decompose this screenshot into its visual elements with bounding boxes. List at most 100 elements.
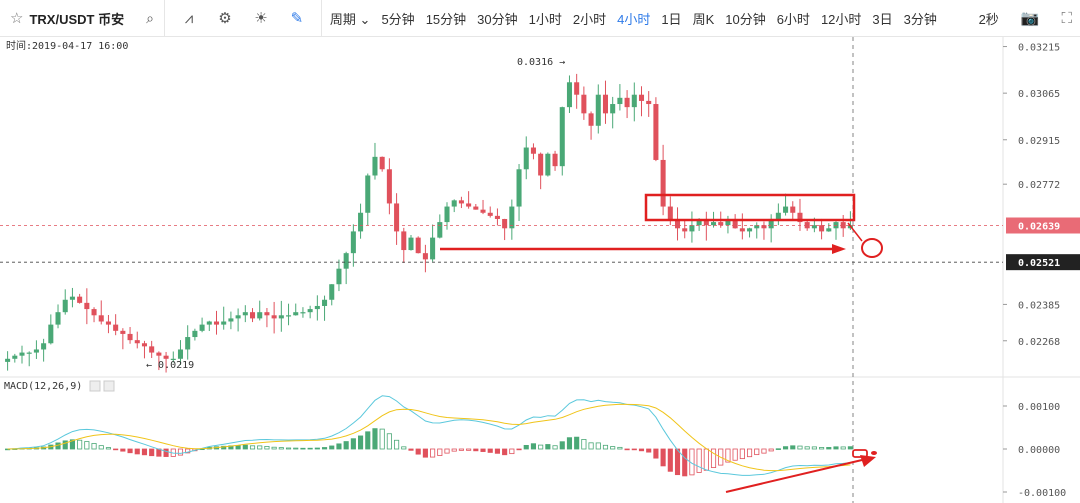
- candle-body: [120, 330, 126, 334]
- candle-body: [646, 100, 652, 105]
- period-4h[interactable]: 4小时: [617, 11, 651, 27]
- candle-body: [530, 147, 536, 154]
- macd-histogram-bar: [703, 448, 709, 471]
- candle-body: [199, 324, 205, 331]
- candle-body: [819, 225, 825, 232]
- camera-icon[interactable]: 📷: [1020, 10, 1040, 27]
- draw-pen-icon[interactable]: ✎: [290, 10, 304, 27]
- candle-body: [372, 156, 378, 176]
- candle-body: [602, 94, 609, 114]
- period-12h[interactable]: 12小时: [820, 11, 862, 27]
- chart-toolbar: ☆ TRX/USDT 币安 ⌕ ⩘ ⚙ ☀ ✎ 周期 ⌄ 5分钟 15分钟 30…: [0, 0, 1080, 37]
- period-6h[interactable]: 6小时: [776, 11, 810, 27]
- macd-histogram-bar: [300, 447, 306, 450]
- period-3m[interactable]: 3分钟: [903, 11, 937, 27]
- candle-body: [768, 218, 774, 229]
- macd-histogram-bar: [566, 437, 573, 450]
- fullscreen-icon[interactable]: ⛶: [1061, 9, 1072, 27]
- macd-histogram-bar: [358, 435, 364, 450]
- macd-histogram-bar: [797, 445, 803, 450]
- candle-body: [401, 231, 407, 251]
- macd-histogram-bar: [487, 448, 493, 453]
- symbol-section: ☆ TRX/USDT 币安 ⌕: [0, 0, 165, 36]
- period-2h[interactable]: 2小时: [572, 11, 607, 27]
- macd-histogram-bar: [379, 428, 385, 450]
- candle-body: [538, 153, 544, 176]
- price-chart[interactable]: 0.03215 0.03065 0.02915 0.02772 0.02385 0.022…: [0, 37, 1080, 503]
- macd-histogram-bar: [509, 448, 515, 455]
- macd-histogram-bar: [235, 445, 241, 450]
- candle-body: [358, 212, 364, 232]
- macd-histogram-bar: [163, 448, 169, 457]
- macd-histogram-bar: [761, 448, 767, 454]
- candle-body: [566, 82, 572, 108]
- candle-body: [545, 153, 551, 176]
- support-arrow-head: [832, 244, 846, 254]
- candle-body: [19, 352, 25, 356]
- macd-histogram-bar: [581, 439, 587, 450]
- period-30m[interactable]: 30分钟: [477, 11, 518, 27]
- macd-tick-label: -0.00100: [1018, 488, 1066, 499]
- candle-body: [653, 104, 659, 160]
- candle-body: [228, 318, 234, 322]
- macd-trend-arrow-head: [860, 455, 876, 467]
- macd-histogram-bar: [149, 448, 155, 457]
- macd-histogram-bar: [775, 448, 781, 450]
- period-week[interactable]: 周K: [692, 11, 715, 27]
- macd-histogram-bar: [710, 448, 717, 468]
- candle-body: [156, 352, 162, 356]
- period-dropdown[interactable]: 周期 ⌄: [329, 11, 371, 27]
- candle-body: [617, 97, 623, 105]
- candle-body: [826, 228, 832, 232]
- candle-body: [336, 268, 342, 285]
- macd-histogram-bar: [257, 445, 263, 450]
- macd-histogram-bar: [725, 448, 731, 463]
- period-1h[interactable]: 1小时: [528, 11, 562, 27]
- candle-body: [703, 218, 709, 226]
- consolidation-box: [644, 193, 856, 222]
- macd-histogram-bar: [278, 447, 284, 450]
- time-label: 时间:2019-04-17 16:00: [6, 39, 128, 52]
- macd-histogram-bar: [105, 447, 112, 450]
- period-10m[interactable]: 10分钟: [725, 11, 766, 27]
- candle-body: [790, 206, 796, 213]
- macd-histogram-bar: [271, 446, 277, 450]
- current-price-text: 0.02639: [1018, 222, 1060, 233]
- theme-sun-icon[interactable]: ☀: [254, 10, 268, 27]
- candle-body: [811, 225, 817, 229]
- macd-histogram-bar: [91, 443, 97, 450]
- macd-histogram-bar: [696, 448, 702, 473]
- period-1d[interactable]: 1日: [661, 11, 682, 27]
- macd-histogram-bar: [422, 448, 428, 458]
- symbol-title[interactable]: TRX/USDT 币安: [29, 11, 125, 27]
- macd-label: MACD(12,26,9): [4, 381, 82, 392]
- candle-body: [451, 200, 457, 207]
- macd-histogram-bar: [826, 447, 832, 450]
- period-3d[interactable]: 3日: [872, 11, 893, 27]
- candle-body: [307, 309, 313, 313]
- period-15m[interactable]: 15分钟: [425, 11, 467, 27]
- macd-tick-label: 0.00000: [1018, 445, 1060, 456]
- macd-histogram-bar: [336, 443, 342, 450]
- settings-gear-icon[interactable]: ⚙: [218, 10, 232, 27]
- right-tools: 2秒 📷 ⛶: [957, 0, 1072, 36]
- macd-histogram-bar: [746, 448, 753, 458]
- candle-body: [660, 159, 666, 207]
- macd-histogram-bar: [574, 436, 580, 450]
- star-icon[interactable]: ☆: [10, 10, 24, 27]
- countdown-label: 2秒: [978, 11, 999, 27]
- period-5m[interactable]: 5分钟: [381, 11, 415, 27]
- indicator-icon[interactable]: ⩘: [184, 9, 194, 27]
- macd-histogram-bar: [430, 448, 436, 458]
- macd-panel: 0.00100 0.00000 -0.00100: [5, 380, 1066, 499]
- candle-body: [206, 321, 212, 325]
- candle-body: [783, 206, 789, 213]
- macd-trend-line: [725, 459, 863, 493]
- macd-histogram-bar: [415, 448, 421, 455]
- candle-body: [638, 94, 645, 101]
- macd-histogram-bar: [502, 448, 508, 456]
- macd-histogram-bar: [329, 445, 335, 450]
- candlestick-series: [5, 73, 853, 373]
- search-icon[interactable]: ⌕: [146, 9, 154, 26]
- macd-histogram-bar: [847, 446, 853, 450]
